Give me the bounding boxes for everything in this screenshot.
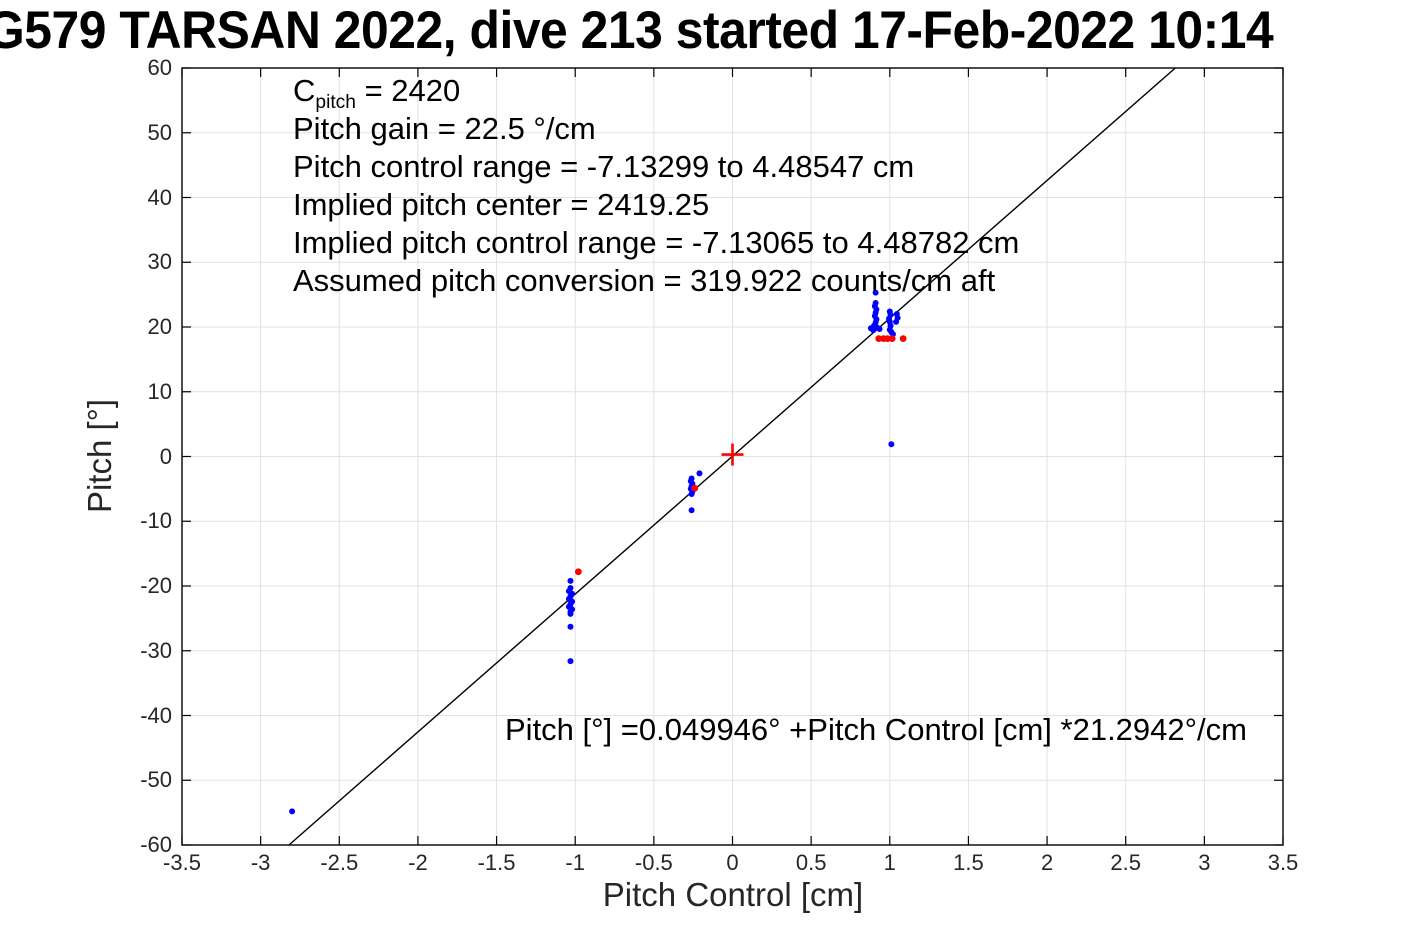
annotation-line: Implied pitch center = 2419.25 xyxy=(293,187,710,222)
data-point-observed-pitch xyxy=(567,577,574,584)
y-tick-label: 30 xyxy=(147,249,172,275)
x-tick-label: 2.5 xyxy=(1110,850,1141,875)
y-tick-label: -60 xyxy=(140,832,172,857)
y-tick-label: 50 xyxy=(147,119,172,145)
data-point-observed-pitch xyxy=(567,658,574,665)
annotation-line: Assumed pitch conversion = 319.922 count… xyxy=(293,263,996,298)
x-tick-label: -0.5 xyxy=(634,850,673,875)
data-point-flagged-pitch xyxy=(899,335,907,343)
x-tick-label: 0 xyxy=(726,850,739,875)
x-tick-label: -3 xyxy=(250,850,271,875)
y-tick-label: 20 xyxy=(147,314,172,339)
data-point-observed-pitch xyxy=(567,610,574,617)
annotation-block: Cpitch = 2420 Pitch gain = 22.5 °/cm Pit… xyxy=(293,72,1019,300)
y-tick-label: -40 xyxy=(140,702,172,728)
y-tick-label: -50 xyxy=(140,767,172,793)
data-point-observed-pitch xyxy=(876,325,883,332)
y-tick-label: 0 xyxy=(159,443,172,469)
annotation-line: Implied pitch control range = -7.13065 t… xyxy=(293,225,1020,260)
annotation-line: Pitch gain = 22.5 °/cm xyxy=(293,111,596,146)
annotation-line: Pitch control range = -7.13299 to 4.4854… xyxy=(293,149,915,184)
annotation-cpitch: Cpitch = 2420 xyxy=(293,72,1019,114)
cpitch-subscript: pitch xyxy=(315,92,356,114)
data-point-observed-pitch xyxy=(688,507,695,514)
data-point-flagged-pitch xyxy=(574,568,582,576)
data-point-observed-pitch xyxy=(888,441,895,448)
x-tick-label: -1.5 xyxy=(477,850,516,875)
x-tick-label: -2 xyxy=(408,850,428,875)
cpitch-base: C xyxy=(293,73,316,108)
data-point-observed-pitch xyxy=(567,623,574,630)
data-point-observed-pitch xyxy=(688,491,695,498)
data-point-observed-pitch xyxy=(289,808,296,815)
y-tick-label: -30 xyxy=(140,637,172,663)
data-point-flagged-pitch xyxy=(884,335,891,343)
data-point-observed-pitch xyxy=(893,318,900,325)
data-point-observed-pitch xyxy=(872,289,879,296)
x-tick-label: 3 xyxy=(1198,850,1211,875)
x-tick-label: -1 xyxy=(565,850,585,875)
y-tick-label: -20 xyxy=(140,573,172,598)
fit-equation-label: Pitch [°] =0.049946° +Pitch Control [cm]… xyxy=(505,712,1247,747)
y-tick-label: -10 xyxy=(140,508,172,534)
data-point-flagged-pitch xyxy=(875,335,883,343)
figure-title: G579 TARSAN 2022, dive 213 started 17-Fe… xyxy=(0,1,1274,60)
x-tick-label: 1 xyxy=(883,850,896,875)
x-axis-label: Pitch Control [cm] xyxy=(602,876,864,913)
data-point-flagged-pitch xyxy=(888,335,896,343)
y-tick-label: 40 xyxy=(147,184,172,210)
data-point-observed-pitch xyxy=(870,327,877,334)
x-tick-label: 1.5 xyxy=(953,850,984,875)
x-tick-label: 2 xyxy=(1040,850,1054,875)
y-tick-label: 10 xyxy=(147,378,172,404)
x-tick-label: 0.5 xyxy=(795,850,827,875)
x-tick-label: 3.5 xyxy=(1267,850,1299,875)
cpitch-value: = 2420 xyxy=(355,73,461,108)
axis-frame xyxy=(181,67,1284,846)
y-tick-label: 60 xyxy=(147,55,172,80)
data-point-flagged-pitch xyxy=(691,484,699,492)
x-tick-label: -2.5 xyxy=(320,850,359,875)
data-point-observed-pitch xyxy=(696,470,703,477)
x-tick-label: -3.5 xyxy=(163,850,201,875)
